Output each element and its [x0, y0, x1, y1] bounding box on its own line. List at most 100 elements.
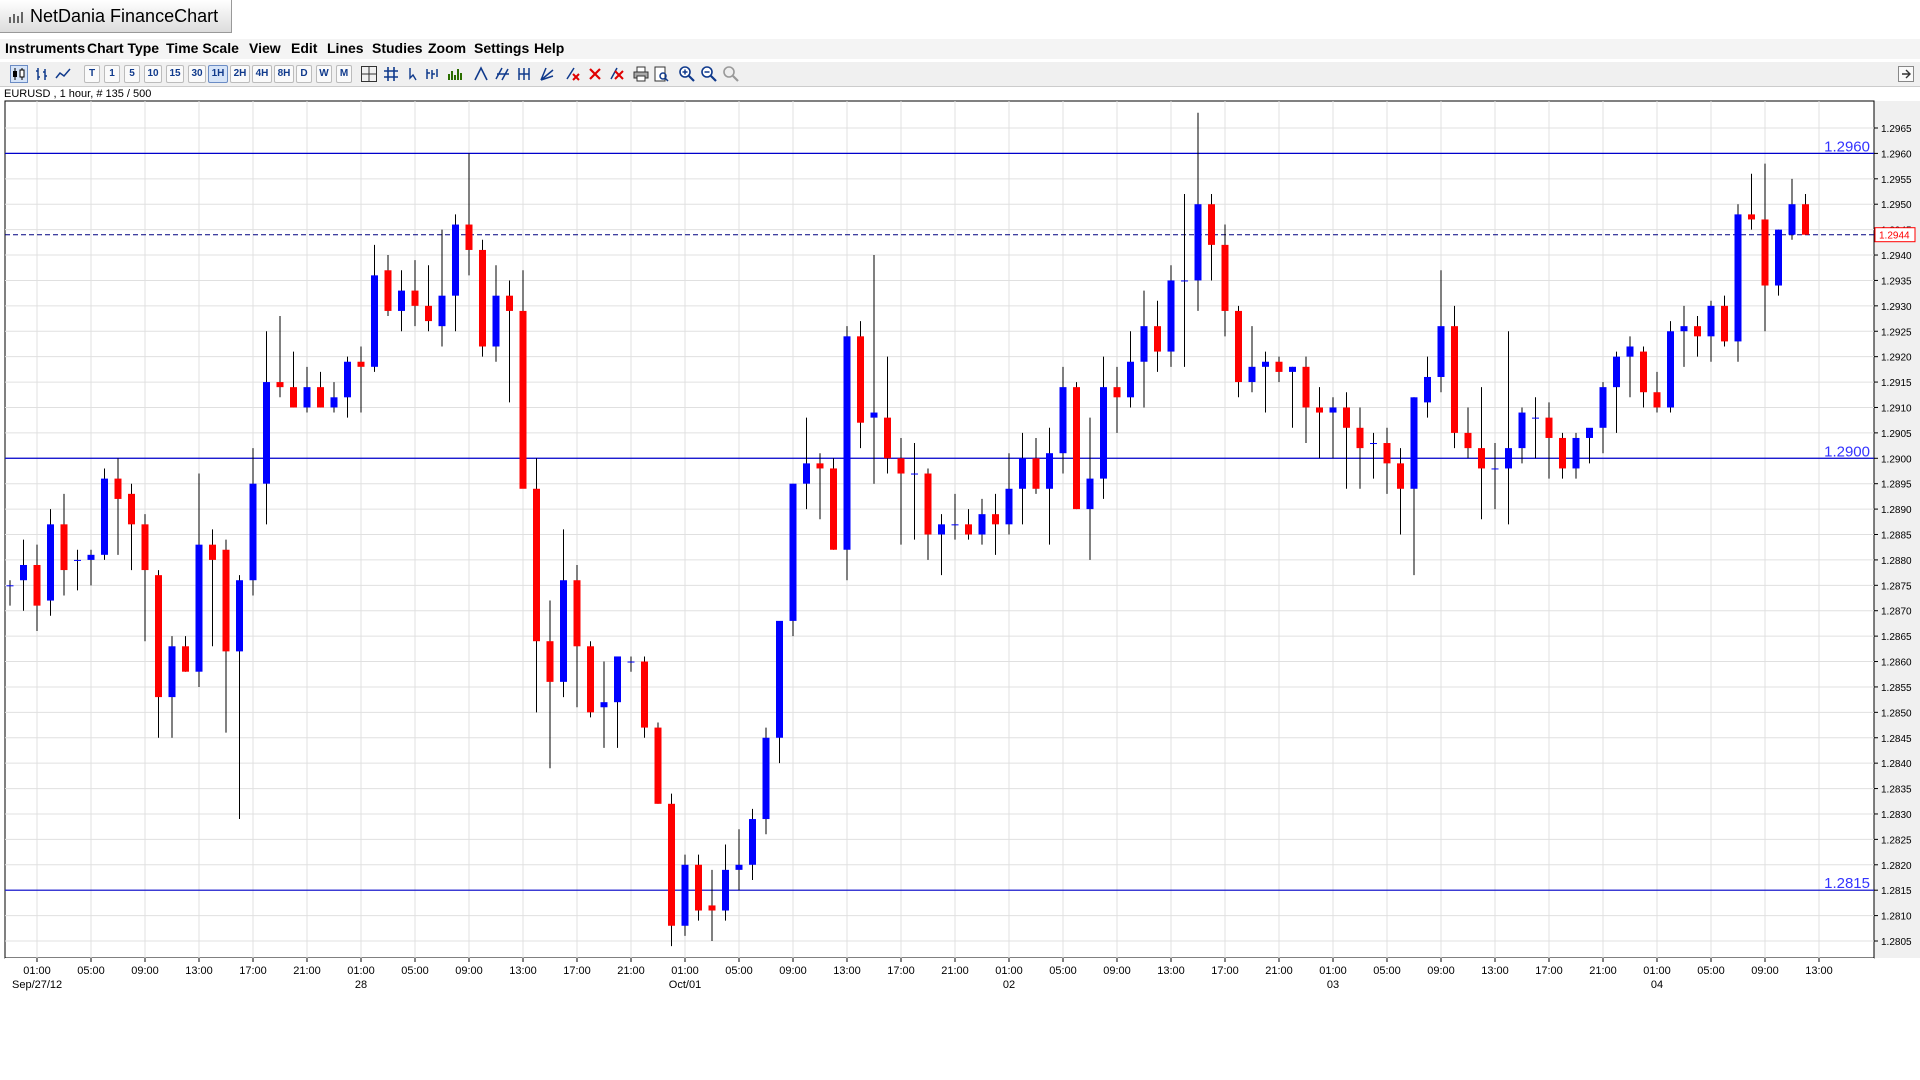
timescale-2h-button[interactable]: 2H	[230, 65, 250, 83]
candle-body[interactable]	[492, 295, 500, 347]
zoom-in-icon[interactable]	[678, 65, 696, 83]
timescale-1m-button[interactable]: 1	[104, 65, 120, 83]
candle-body[interactable]	[1262, 361, 1269, 367]
candle-body[interactable]	[1329, 407, 1337, 413]
candle-body[interactable]	[938, 524, 945, 535]
candle-body[interactable]	[1667, 331, 1674, 408]
candle-body[interactable]	[438, 295, 446, 327]
candle-body[interactable]	[1748, 214, 1755, 220]
candle-body[interactable]	[1235, 310, 1242, 383]
candle-body[interactable]	[924, 473, 932, 535]
candle-body[interactable]	[236, 580, 243, 652]
candle-body[interactable]	[519, 310, 527, 489]
candle-body[interactable]	[1653, 392, 1661, 408]
candle-body[interactable]	[1775, 229, 1782, 286]
candle-body[interactable]	[1424, 376, 1431, 403]
candle-body[interactable]	[263, 382, 270, 484]
menu-help[interactable]: Help	[534, 40, 565, 56]
line-chart-icon[interactable]	[54, 65, 72, 83]
candle-body[interactable]	[249, 483, 257, 581]
candle-body[interactable]	[1640, 351, 1647, 393]
candle-body[interactable]	[1451, 326, 1458, 433]
delete-all-icon[interactable]	[608, 65, 626, 83]
candle-body[interactable]	[965, 524, 972, 535]
panel-toggle-icon[interactable]	[1897, 65, 1915, 83]
candle-body[interactable]	[1802, 204, 1809, 235]
candle-body[interactable]	[1086, 478, 1094, 510]
candle-body[interactable]	[222, 549, 230, 652]
candle-body[interactable]	[1154, 326, 1161, 352]
volume-icon[interactable]	[446, 65, 464, 83]
candle-body[interactable]	[587, 646, 594, 713]
candle-body[interactable]	[344, 361, 351, 398]
candle-body[interactable]	[1019, 458, 1026, 489]
candle-body[interactable]	[1383, 443, 1391, 464]
candle-body[interactable]	[1100, 387, 1107, 479]
print-icon[interactable]	[632, 65, 650, 83]
candle-body[interactable]	[1586, 427, 1593, 438]
candle-body[interactable]	[1545, 417, 1553, 438]
candle-body[interactable]	[546, 641, 554, 682]
candle-body[interactable]	[614, 656, 621, 703]
menu-lines[interactable]: Lines	[327, 40, 364, 56]
timescale-15m-button[interactable]: 15	[166, 65, 184, 83]
grid-icon[interactable]	[382, 65, 400, 83]
candle-body[interactable]	[600, 702, 608, 708]
candle-body[interactable]	[1464, 432, 1472, 449]
menu-time-scale[interactable]: Time Scale	[166, 40, 239, 56]
candle-body[interactable]	[276, 382, 284, 388]
candle-body[interactable]	[425, 305, 432, 322]
candle-body[interactable]	[627, 661, 635, 663]
candle-body[interactable]	[1626, 346, 1634, 357]
candle-body[interactable]	[897, 458, 905, 474]
candle-body[interactable]	[1248, 366, 1256, 383]
candle-body[interactable]	[1073, 387, 1080, 510]
timescale-30m-button[interactable]: 30	[188, 65, 206, 83]
candle-body[interactable]	[1721, 305, 1728, 342]
timescale-10m-button[interactable]: 10	[144, 65, 162, 83]
candle-body[interactable]	[20, 564, 27, 581]
candle-body[interactable]	[1707, 305, 1715, 337]
candle-body[interactable]	[1734, 214, 1742, 342]
candle-body[interactable]	[411, 290, 419, 306]
candle-body[interactable]	[1140, 326, 1148, 362]
candle-body[interactable]	[1788, 204, 1796, 235]
candle-body[interactable]	[479, 249, 486, 347]
candle-body[interactable]	[560, 580, 567, 682]
candle-body[interactable]	[749, 819, 756, 865]
timescale-day-button[interactable]: D	[296, 65, 312, 83]
candle-body[interactable]	[101, 478, 108, 555]
candle-body[interactable]	[1532, 417, 1539, 419]
candle-body[interactable]	[884, 417, 891, 459]
study-icon[interactable]	[424, 65, 442, 83]
menu-instruments[interactable]: Instruments	[5, 40, 86, 56]
candle-body[interactable]	[465, 224, 473, 250]
menu-view[interactable]: View	[249, 40, 281, 56]
candle-body[interactable]	[1316, 407, 1323, 413]
candle-body[interactable]	[6, 585, 14, 587]
channel-line-icon[interactable]	[494, 65, 512, 83]
candle-body[interactable]	[182, 646, 189, 672]
candle-body[interactable]	[1113, 387, 1121, 398]
candle-body[interactable]	[1343, 407, 1350, 428]
candle-body[interactable]	[830, 468, 837, 550]
print-preview-icon[interactable]	[652, 65, 670, 83]
candle-body[interactable]	[1181, 280, 1188, 282]
candle-body[interactable]	[978, 514, 986, 535]
candle-body[interactable]	[141, 524, 149, 571]
candle-body[interactable]	[371, 275, 378, 367]
bar-chart-icon[interactable]	[33, 65, 51, 83]
candle-body[interactable]	[789, 483, 797, 621]
fibonacci-icon[interactable]	[516, 65, 534, 83]
candle-body[interactable]	[1491, 468, 1499, 470]
candle-body[interactable]	[641, 661, 648, 728]
candle-body[interactable]	[1410, 397, 1418, 489]
candle-body[interactable]	[776, 620, 783, 738]
timescale-tick-button[interactable]: T	[84, 65, 100, 83]
candle-body[interactable]	[1761, 219, 1769, 286]
candle-body[interactable]	[668, 803, 675, 926]
candle-body[interactable]	[1478, 448, 1485, 469]
candle-body[interactable]	[60, 524, 68, 571]
candle-body[interactable]	[74, 559, 81, 561]
cursor-arrow-icon[interactable]	[404, 65, 422, 83]
